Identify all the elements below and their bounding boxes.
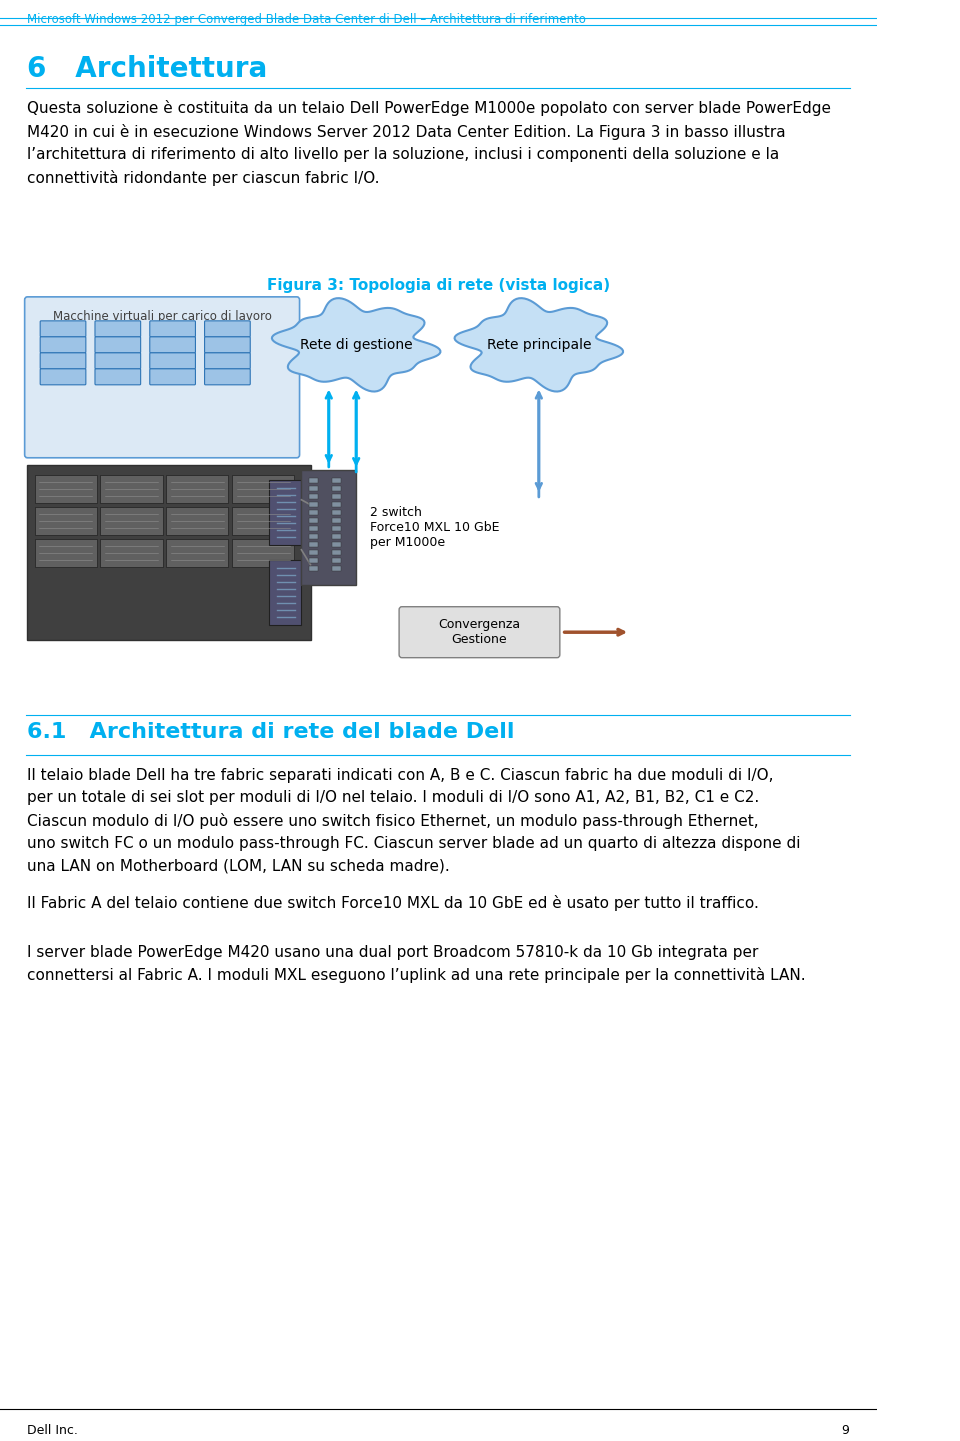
FancyBboxPatch shape [232, 474, 294, 503]
Bar [309, 549, 318, 555]
FancyBboxPatch shape [204, 369, 251, 385]
Polygon shape [272, 298, 441, 392]
Text: Rete di gestione: Rete di gestione [300, 337, 413, 352]
Bar [331, 526, 341, 530]
Bar [331, 478, 341, 483]
FancyBboxPatch shape [150, 353, 196, 369]
Text: I server blade PowerEdge M420 usano una dual port Broadcom 57810-k da 10 Gb inte: I server blade PowerEdge M420 usano una … [28, 944, 806, 983]
FancyBboxPatch shape [40, 337, 85, 353]
FancyBboxPatch shape [150, 337, 196, 353]
FancyBboxPatch shape [270, 480, 301, 545]
FancyBboxPatch shape [95, 353, 141, 369]
Bar [309, 478, 318, 483]
FancyBboxPatch shape [28, 465, 310, 640]
FancyBboxPatch shape [25, 297, 300, 458]
Bar [309, 510, 318, 514]
Bar [309, 542, 318, 546]
Bar [331, 566, 341, 571]
Text: 9: 9 [842, 1424, 850, 1437]
FancyBboxPatch shape [95, 321, 141, 337]
FancyBboxPatch shape [40, 369, 85, 385]
FancyBboxPatch shape [95, 337, 141, 353]
Text: 6   Architettura: 6 Architettura [28, 55, 268, 84]
Bar [309, 517, 318, 523]
Text: Dell Inc.: Dell Inc. [28, 1424, 79, 1437]
Text: Rete principale: Rete principale [487, 337, 591, 352]
FancyBboxPatch shape [399, 607, 560, 657]
FancyBboxPatch shape [101, 539, 162, 566]
Bar [309, 501, 318, 507]
FancyBboxPatch shape [150, 369, 196, 385]
Bar [331, 510, 341, 514]
Bar [309, 486, 318, 491]
FancyBboxPatch shape [101, 507, 162, 535]
Bar [331, 549, 341, 555]
FancyBboxPatch shape [35, 539, 97, 566]
Bar [331, 486, 341, 491]
Text: Convergenza
Gestione: Convergenza Gestione [439, 618, 520, 646]
Bar [309, 526, 318, 530]
Bar [331, 542, 341, 546]
Bar [309, 494, 318, 499]
Bar [331, 533, 341, 539]
FancyBboxPatch shape [204, 337, 251, 353]
Bar [331, 517, 341, 523]
FancyBboxPatch shape [101, 474, 162, 503]
Text: Il Fabric A del telaio contiene due switch Force10 MXL da 10 GbE ed è usato per : Il Fabric A del telaio contiene due swit… [28, 895, 759, 911]
FancyBboxPatch shape [166, 474, 228, 503]
Text: Microsoft Windows 2012 per Converged Blade Data Center di Dell – Architettura di: Microsoft Windows 2012 per Converged Bla… [28, 13, 587, 26]
FancyBboxPatch shape [166, 539, 228, 566]
Bar [331, 494, 341, 499]
Bar [309, 558, 318, 563]
FancyBboxPatch shape [35, 474, 97, 503]
Text: 2 switch
Force10 MXL 10 GbE
per M1000e: 2 switch Force10 MXL 10 GbE per M1000e [370, 506, 499, 549]
Bar [309, 566, 318, 571]
Bar [331, 558, 341, 563]
FancyBboxPatch shape [150, 321, 196, 337]
Text: Questa soluzione è costituita da un telaio Dell PowerEdge M1000e popolato con se: Questa soluzione è costituita da un tela… [28, 99, 831, 186]
FancyBboxPatch shape [166, 507, 228, 535]
Polygon shape [454, 298, 623, 392]
FancyBboxPatch shape [232, 539, 294, 566]
FancyBboxPatch shape [232, 507, 294, 535]
FancyBboxPatch shape [40, 321, 85, 337]
Text: 6.1   Architettura di rete del blade Dell: 6.1 Architettura di rete del blade Dell [28, 722, 515, 742]
FancyBboxPatch shape [204, 321, 251, 337]
FancyBboxPatch shape [35, 507, 97, 535]
Bar [309, 533, 318, 539]
FancyBboxPatch shape [95, 369, 141, 385]
FancyBboxPatch shape [301, 470, 356, 585]
FancyBboxPatch shape [40, 353, 85, 369]
FancyBboxPatch shape [270, 559, 301, 625]
FancyBboxPatch shape [204, 353, 251, 369]
Text: Figura 3: Topologia di rete (vista logica): Figura 3: Topologia di rete (vista logic… [267, 278, 610, 293]
Text: Il telaio blade Dell ha tre fabric separati indicati con A, B e C. Ciascun fabri: Il telaio blade Dell ha tre fabric separ… [28, 768, 801, 873]
Bar [331, 501, 341, 507]
Text: Macchine virtuali per carico di lavoro: Macchine virtuali per carico di lavoro [53, 310, 272, 323]
